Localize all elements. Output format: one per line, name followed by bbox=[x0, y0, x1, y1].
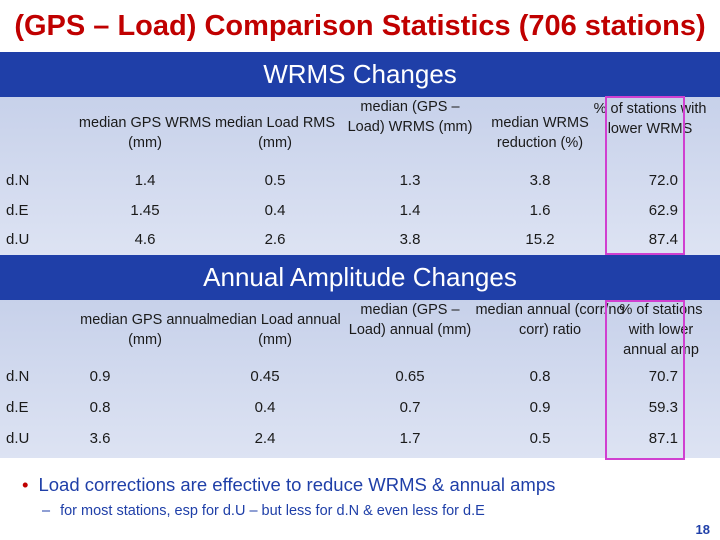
annual-header-2: median Load annual (mm) bbox=[209, 312, 341, 348]
annual-section-heading: Annual Amplitude Changes bbox=[0, 255, 720, 300]
annual-cell: 0.5 bbox=[529, 430, 551, 447]
wrms-cell: 0.5 bbox=[264, 172, 286, 189]
annual-cell: 0.65 bbox=[395, 368, 425, 385]
wrms-cell: 1.3 bbox=[399, 172, 421, 189]
sub-bullet-marker: – bbox=[42, 503, 51, 519]
annual-cell: 70.7 bbox=[648, 368, 678, 385]
sub-bullet-text: for most stations, esp for d.U – but les… bbox=[60, 503, 485, 519]
wrms-row-label: d.E bbox=[6, 202, 29, 219]
annual-header-5: % of stations with lower annual amp bbox=[619, 302, 703, 358]
wrms-cell: 62.9 bbox=[648, 202, 678, 219]
wrms-cell: 72.0 bbox=[648, 172, 678, 189]
wrms-cell: 1.6 bbox=[529, 202, 551, 219]
annual-cell: 0.8 bbox=[89, 399, 111, 416]
annual-header-3: median (GPS – Load) annual (mm) bbox=[348, 302, 472, 338]
annual-row-label: d.N bbox=[6, 368, 30, 385]
annual-cell: 0.7 bbox=[399, 399, 421, 416]
annual-cell: 0.45 bbox=[250, 368, 280, 385]
wrms-row-label: d.U bbox=[6, 231, 30, 248]
annual-cell: 87.1 bbox=[648, 430, 678, 447]
bullet-text: Load corrections are effective to reduce… bbox=[38, 474, 556, 495]
annual-row-label: d.U bbox=[6, 430, 30, 447]
wrms-section-heading: WRMS Changes bbox=[0, 52, 720, 97]
wrms-highlight-box bbox=[605, 96, 685, 255]
annual-cell: 1.7 bbox=[399, 430, 421, 447]
annual-header-4: median annual (corr/no corr) ratio bbox=[475, 302, 625, 338]
annual-cell: 3.6 bbox=[89, 430, 111, 447]
annual-cell: 2.4 bbox=[254, 430, 276, 447]
wrms-cell: 1.45 bbox=[130, 202, 160, 219]
annual-table: median GPS annual (mm) median Load annua… bbox=[0, 300, 720, 458]
wrms-cell: 1.4 bbox=[399, 202, 421, 219]
annual-cell: 0.9 bbox=[529, 399, 551, 416]
wrms-header-2: median Load RMS (mm) bbox=[214, 115, 336, 151]
bullet-point: • Load corrections are effective to reduc… bbox=[22, 474, 555, 496]
wrms-cell: 0.4 bbox=[264, 202, 286, 219]
slide-title: (GPS – Load) Comparison Statistics (706 … bbox=[14, 10, 706, 42]
annual-row-label: d.E bbox=[6, 399, 29, 416]
annual-highlight-box bbox=[605, 300, 685, 460]
wrms-cell: 15.2 bbox=[525, 231, 555, 248]
wrms-header-3: median (GPS – Load) WRMS (mm) bbox=[347, 99, 473, 135]
wrms-cell: 4.6 bbox=[134, 231, 156, 248]
annual-cell: 0.4 bbox=[254, 399, 276, 416]
annual-header-1: median GPS annual (mm) bbox=[80, 312, 210, 348]
annual-cell: 0.8 bbox=[529, 368, 551, 385]
annual-cell: 59.3 bbox=[648, 399, 678, 416]
wrms-row-label: d.N bbox=[6, 172, 30, 189]
wrms-table: median GPS WRMS (mm) median Load RMS (mm… bbox=[0, 97, 720, 255]
annual-cell: 0.9 bbox=[89, 368, 111, 385]
wrms-cell: 3.8 bbox=[399, 231, 421, 248]
sub-bullet-point: – for most stations, esp for d.U – but le… bbox=[42, 503, 485, 519]
wrms-header-5: % of stations with lower WRMS bbox=[593, 101, 707, 137]
wrms-cell: 2.6 bbox=[264, 231, 286, 248]
wrms-header-4: median WRMS reduction (%) bbox=[491, 115, 589, 151]
wrms-cell: 1.4 bbox=[134, 172, 156, 189]
wrms-header-1: median GPS WRMS (mm) bbox=[78, 115, 212, 151]
page-number: 18 bbox=[695, 522, 710, 537]
wrms-cell: 87.4 bbox=[648, 231, 678, 248]
bullet-marker: • bbox=[22, 474, 29, 495]
wrms-cell: 3.8 bbox=[529, 172, 551, 189]
